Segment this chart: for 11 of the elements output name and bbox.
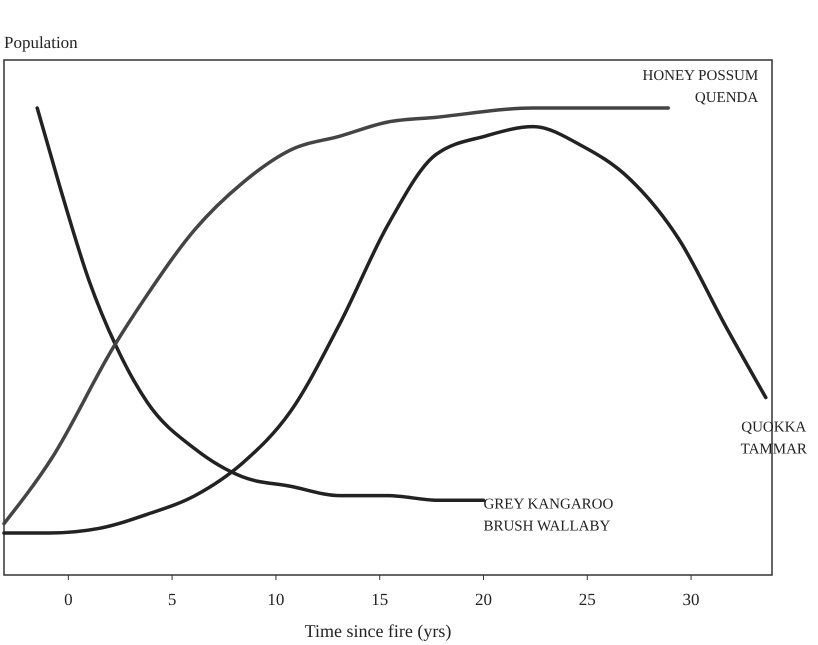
series-label: HONEY POSSUM QUENDA (642, 68, 758, 106)
y-axis-title: Population (4, 33, 78, 52)
x-tick-label: 20 (474, 590, 492, 609)
x-tick-label: 5 (168, 590, 176, 609)
x-tick-label: 15 (371, 590, 388, 609)
x-tick-label: 25 (578, 590, 596, 609)
x-tick-label: 10 (267, 590, 284, 609)
x-tick-label: 0 (64, 590, 73, 609)
x-tick-label: 30 (682, 590, 700, 609)
series-label: GREY KANGAROO BRUSH WALLABY (483, 496, 614, 534)
x-axis-title: Time since fire (yrs) (304, 621, 452, 641)
